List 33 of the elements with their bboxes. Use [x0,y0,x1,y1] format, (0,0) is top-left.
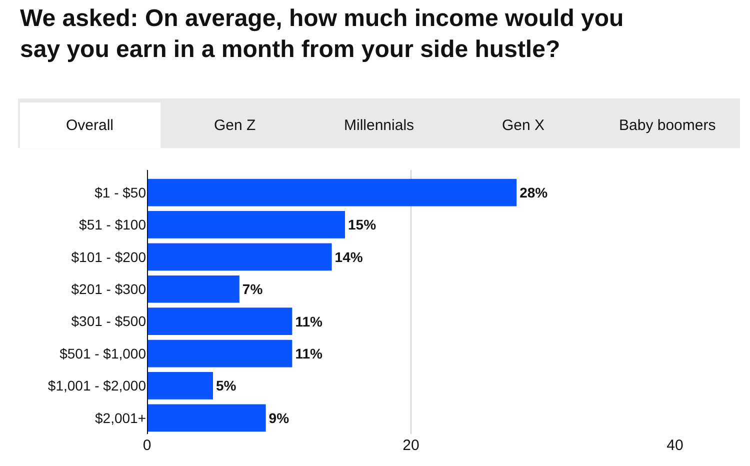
chart-title: We asked: On average, how much income would you say you earn in a month from your side hustle? [20,5,624,64]
text: Gen Z [214,117,256,134]
y-tick-label: $2,001+ [95,410,146,426]
bar [147,243,332,271]
data-label: 28% [520,184,548,201]
data-label: 9% [268,410,290,426]
text: Overall [66,117,114,134]
data-label: 5% [216,378,237,394]
bar [147,404,266,432]
y-tick-label: $501 - $1,000 [60,345,146,362]
bar [147,308,292,335]
y-tick-label: $301 - $500 [71,313,146,330]
x-tick-label: 0 [142,437,152,454]
y-tick-label: $51 - $100 [79,216,146,233]
bar [147,211,345,238]
y-tick-label: $201 - $300 [71,281,146,298]
data-label: 15% [348,216,377,233]
bar [147,275,240,303]
x-tick-label: 40 [666,437,684,454]
y-tick-label: $1,001 - $2,000 [48,378,146,394]
data-label: 11% [295,313,323,330]
bar [147,372,213,400]
data-label: 7% [242,281,264,298]
y-tick-label: $101 - $200 [71,248,146,265]
text: Baby boomers [619,117,716,134]
data-label: 14% [334,248,364,265]
x-tick-label: 20 [402,437,420,454]
text: Millennials [344,117,414,134]
bar [147,340,292,368]
bar [147,178,517,206]
data-label: 11% [295,346,323,362]
text: Gen X [502,117,545,134]
y-tick-label: $1 - $50 [94,184,146,200]
